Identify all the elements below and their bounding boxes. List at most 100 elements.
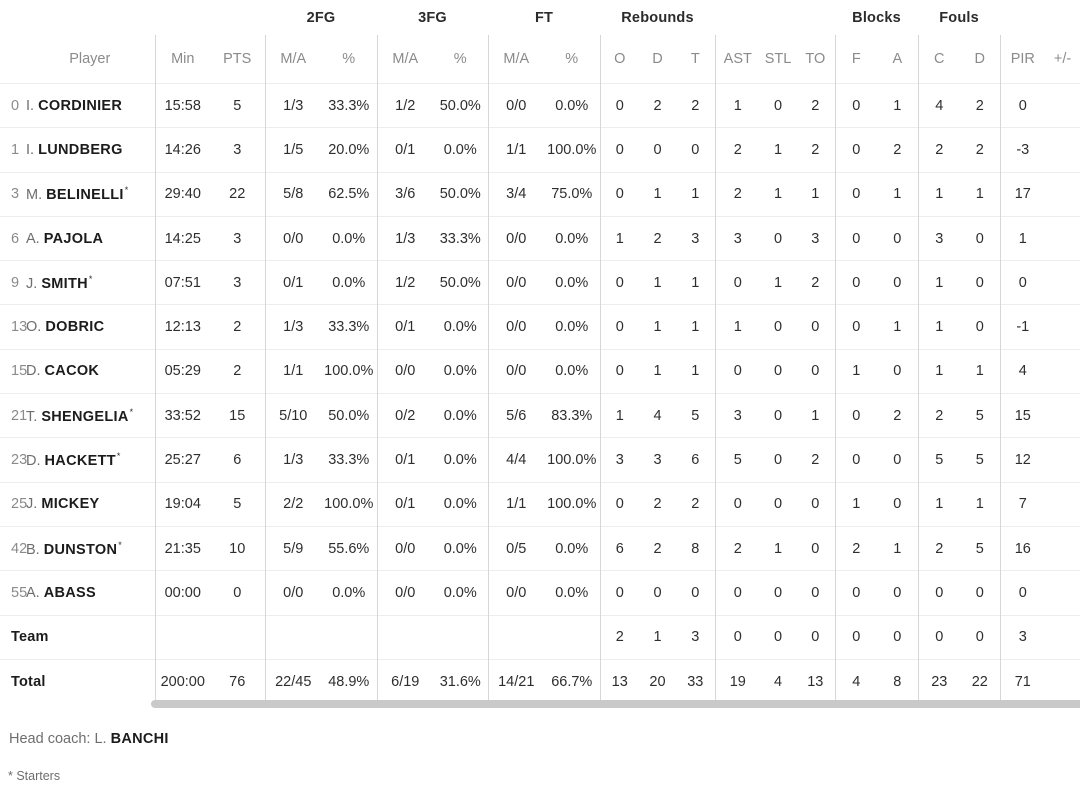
stat-rt: 0 xyxy=(691,584,700,601)
stat-ba: 2 xyxy=(893,141,902,158)
player-row: 15 D. CACOK 05:29 2 1/1 100.0% 0/0 0.0% 0/0 0.0% 0… xyxy=(0,349,1080,394)
stat-fg3: 0/0 xyxy=(376,526,433,571)
player-surname: MICKEY xyxy=(41,496,100,513)
stat-pir: 12 xyxy=(999,437,1046,483)
group-3fg: 3FG xyxy=(418,9,447,26)
player-name[interactable]: M. BELINELLI* xyxy=(26,172,155,216)
stat-pir: 0 xyxy=(999,570,1046,616)
stat-ast: 2 xyxy=(714,127,761,173)
stat-fg3p: 0.0% xyxy=(443,452,477,469)
stat-ba: 0 xyxy=(893,230,902,247)
stat-pts: 10 xyxy=(229,540,246,557)
stat-fg2: 0/0 xyxy=(264,570,321,616)
col-pts: PTS xyxy=(223,51,252,67)
stat-rt: 8 xyxy=(691,540,700,557)
stat-ba: 0 xyxy=(893,452,902,469)
stat-rd: 2 xyxy=(653,97,662,114)
player-name[interactable]: A. PAJOLA xyxy=(26,216,155,260)
stat-ftp: 0.0% xyxy=(555,274,589,291)
stat-ft: 0/0 xyxy=(487,260,544,305)
player-name[interactable]: I. LUNDBERG xyxy=(26,128,155,172)
player-name[interactable]: T. SHENGELIA* xyxy=(26,394,155,438)
stat-rt: 1 xyxy=(691,274,700,291)
stat-bf: 0 xyxy=(834,570,878,616)
player-name[interactable]: I. CORDINIER xyxy=(26,84,155,128)
stat-to: 0 xyxy=(811,496,820,513)
player-row: 25 J. MICKEY 19:04 5 2/2 100.0% 0/1 0.0% 1/1 100.… xyxy=(0,482,1080,527)
player-name[interactable]: J. SMITH* xyxy=(26,261,155,305)
head-coach-name[interactable]: BANCHI xyxy=(110,731,169,747)
stat-pts: 5 xyxy=(233,496,242,513)
stat-stl: 0 xyxy=(773,230,783,247)
stat-ba: 0 xyxy=(893,363,902,380)
stat-ast: 19 xyxy=(714,659,761,704)
stat-fc: 1 xyxy=(917,349,961,394)
stat-rd: 20 xyxy=(649,673,666,690)
player-row: 42 B. DUNSTON* 21:35 10 5/9 55.6% 0/0 0.0% 0/5 0.… xyxy=(0,526,1080,571)
col-3fg-pct: % xyxy=(453,51,467,67)
player-name[interactable]: J. MICKEY xyxy=(26,482,155,526)
stat-pir: 7 xyxy=(999,482,1046,527)
stat-fg2: 5/10 xyxy=(264,393,321,438)
group-ft: FT xyxy=(534,9,554,26)
stat-ft: 1/1 xyxy=(487,127,544,173)
player-name[interactable]: B. DUNSTON* xyxy=(26,526,155,570)
stat-fc: 2 xyxy=(917,393,961,438)
player-name[interactable]: A. ABASS xyxy=(26,571,155,615)
stat-ast: 1 xyxy=(714,83,761,128)
stat-pm xyxy=(1045,438,1080,482)
stat-fd: 2 xyxy=(975,141,984,158)
player-name[interactable]: D. HACKETT* xyxy=(26,438,155,482)
stat-ast: 1 xyxy=(714,304,761,350)
stat-rt: 2 xyxy=(691,496,700,513)
stat-min: 200:00 xyxy=(154,659,210,704)
col-min: Min xyxy=(154,35,210,84)
player-surname: BELINELLI xyxy=(46,187,124,204)
stat-ro: 0 xyxy=(599,260,639,305)
stat-rd: 1 xyxy=(653,274,662,291)
stat-stl: 0 xyxy=(773,363,783,380)
col-2fg-pct: % xyxy=(342,51,356,67)
stat-ft: 14/21 xyxy=(487,659,544,704)
stat-pir: 15 xyxy=(999,393,1046,438)
player-row: 6 A. PAJOLA 14:25 3 0/0 0.0% 1/3 33.3% 0/0 0.0% 1 2… xyxy=(0,216,1080,261)
stat-fd: 1 xyxy=(975,496,984,513)
stat-pm xyxy=(1045,571,1080,615)
stat-rd: 1 xyxy=(653,186,662,203)
starters-note: * Starters xyxy=(8,769,61,783)
head-coach-label: Head coach: xyxy=(9,731,95,747)
stat-stl: 0 xyxy=(773,629,783,646)
horizontal-scrollbar[interactable] xyxy=(151,700,1080,708)
stat-ro: 0 xyxy=(599,349,639,394)
stat-to: 3 xyxy=(811,230,820,247)
stat-fg2 xyxy=(264,615,321,660)
player-name[interactable]: D. CACOK xyxy=(26,349,155,393)
stat-fg2: 0/0 xyxy=(264,216,321,261)
stat-pir: 16 xyxy=(999,526,1046,571)
player-number: 3 xyxy=(11,186,20,203)
stat-fg2p: 100.0% xyxy=(324,496,374,513)
stat-ftp: 100.0% xyxy=(547,496,597,513)
stat-fd: 0 xyxy=(975,319,984,336)
stat-ast: 3 xyxy=(714,393,761,438)
stat-ft: 0/0 xyxy=(487,83,544,128)
stat-rd: 2 xyxy=(653,496,662,513)
stat-fg3p: 50.0% xyxy=(439,97,481,114)
stat-fg2: 0/1 xyxy=(264,260,321,305)
stat-min: 14:26 xyxy=(154,127,210,173)
stat-ba: 0 xyxy=(893,274,902,291)
player-name[interactable]: O. DOBRIC xyxy=(26,305,155,349)
player-number: 23 xyxy=(11,452,28,469)
stat-fd: 22 xyxy=(971,673,988,690)
stat-bf: 0 xyxy=(834,615,878,660)
stat-ro: 0 xyxy=(599,127,639,173)
stat-fg3p: 33.3% xyxy=(439,230,481,247)
stat-ft xyxy=(487,615,544,660)
stat-fg3: 1/2 xyxy=(376,83,433,128)
stat-bf: 1 xyxy=(834,482,878,527)
stat-fg2p: 33.3% xyxy=(328,97,370,114)
stat-rd: 1 xyxy=(653,629,662,646)
starter-mark: * xyxy=(129,406,134,417)
group-rebounds: Rebounds xyxy=(621,9,694,26)
